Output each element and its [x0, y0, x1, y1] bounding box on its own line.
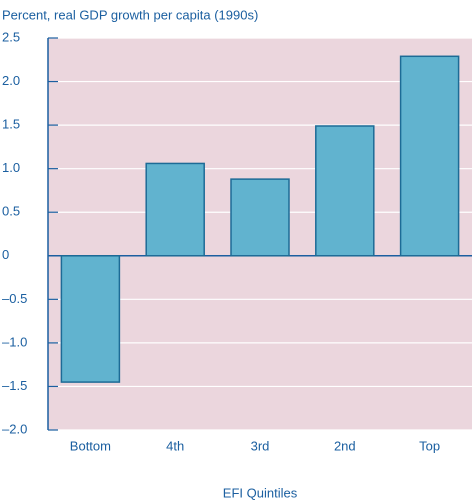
bar [315, 125, 375, 257]
y-tick-label: –2.0 [2, 421, 27, 436]
bar [145, 162, 205, 257]
y-tick-label: 2.5 [2, 29, 20, 44]
x-tick-label: 3rd [251, 438, 270, 453]
chart-title: Percent, real GDP growth per capita (199… [2, 7, 258, 22]
y-tick-label: 0 [2, 247, 9, 262]
x-tick-label: Top [419, 438, 440, 453]
y-tick-label: –1.0 [2, 334, 27, 349]
y-tick-label: –0.5 [2, 291, 27, 306]
bar [60, 255, 121, 383]
x-tick-label: 2nd [334, 438, 356, 453]
y-tick-label: 1.5 [2, 117, 20, 132]
bar [230, 178, 290, 257]
x-axis-label: EFI Quintiles [223, 485, 298, 500]
y-tick-label: 0.5 [2, 204, 20, 219]
y-tick-label: –1.5 [2, 378, 27, 393]
x-tick-label: Bottom [70, 438, 111, 453]
x-tick-label: 4th [166, 438, 184, 453]
y-tick-label: 1.0 [2, 160, 20, 175]
bar [399, 55, 460, 257]
y-tick-label: 2.0 [2, 73, 20, 88]
